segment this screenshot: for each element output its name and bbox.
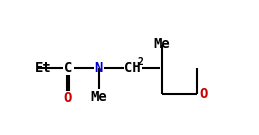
Text: CH: CH — [124, 61, 140, 75]
Text: Et: Et — [34, 61, 51, 75]
Text: Me: Me — [154, 37, 170, 51]
Text: 2: 2 — [138, 57, 144, 67]
Text: Me: Me — [90, 90, 107, 104]
Text: O: O — [199, 87, 207, 101]
Text: C: C — [64, 61, 72, 75]
Text: N: N — [95, 61, 103, 75]
Text: O: O — [64, 91, 72, 105]
